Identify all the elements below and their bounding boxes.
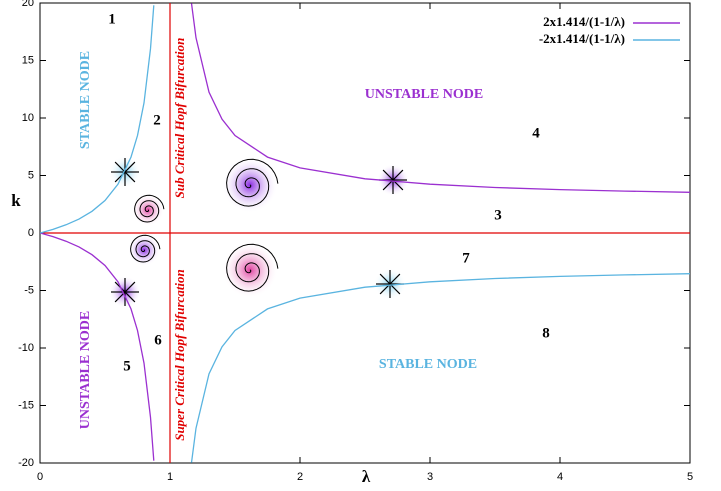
x-tick-label: 4 — [557, 471, 563, 483]
annotation: Sub Critical Hopf Bifurcation — [172, 38, 187, 199]
legend-label: 2x1.414/(1-1/λ) — [543, 14, 625, 29]
y-tick-label: 5 — [28, 169, 34, 181]
annotation: STABLE NODE — [379, 357, 477, 372]
x-axis-label: λ — [362, 467, 371, 486]
annotation: 2 — [153, 112, 161, 128]
y-tick-label: -20 — [18, 457, 34, 469]
x-tick-label: 0 — [37, 471, 43, 483]
series-line — [40, 5, 690, 462]
y-tick-label: 15 — [22, 54, 34, 66]
annotation: Super Critical Hopf Bifurcation — [172, 269, 187, 441]
y-tick-label: 10 — [22, 112, 34, 124]
y-tick-label: 0 — [28, 227, 34, 239]
y-tick-label: -5 — [24, 284, 34, 296]
legend-label: -2x1.414/(1-1/λ) — [539, 31, 625, 46]
x-tick-label: 1 — [167, 471, 173, 483]
y-tick-label: 20 — [22, 0, 34, 9]
chart: λ k -20-15-10-5051015200123452x1.414/(1-… — [0, 0, 721, 491]
annotation: 6 — [154, 332, 162, 348]
annotation: 8 — [542, 325, 550, 341]
annotation: 7 — [462, 250, 470, 266]
x-tick-label: 3 — [427, 471, 433, 483]
y-tick-label: -10 — [18, 342, 34, 354]
annotation: 1 — [108, 11, 116, 27]
annotation: STABLE NODE — [78, 51, 93, 149]
x-tick-label: 2 — [297, 471, 303, 483]
annotation: UNSTABLE NODE — [78, 311, 93, 429]
annotation: 4 — [532, 125, 540, 141]
y-tick-label: -15 — [18, 399, 34, 411]
y-axis-label: k — [11, 191, 21, 210]
annotation: 3 — [494, 207, 502, 223]
series-line — [40, 3, 690, 460]
x-tick-label: 5 — [687, 471, 693, 483]
annotation: UNSTABLE NODE — [365, 87, 483, 102]
annotation: 5 — [123, 358, 131, 374]
